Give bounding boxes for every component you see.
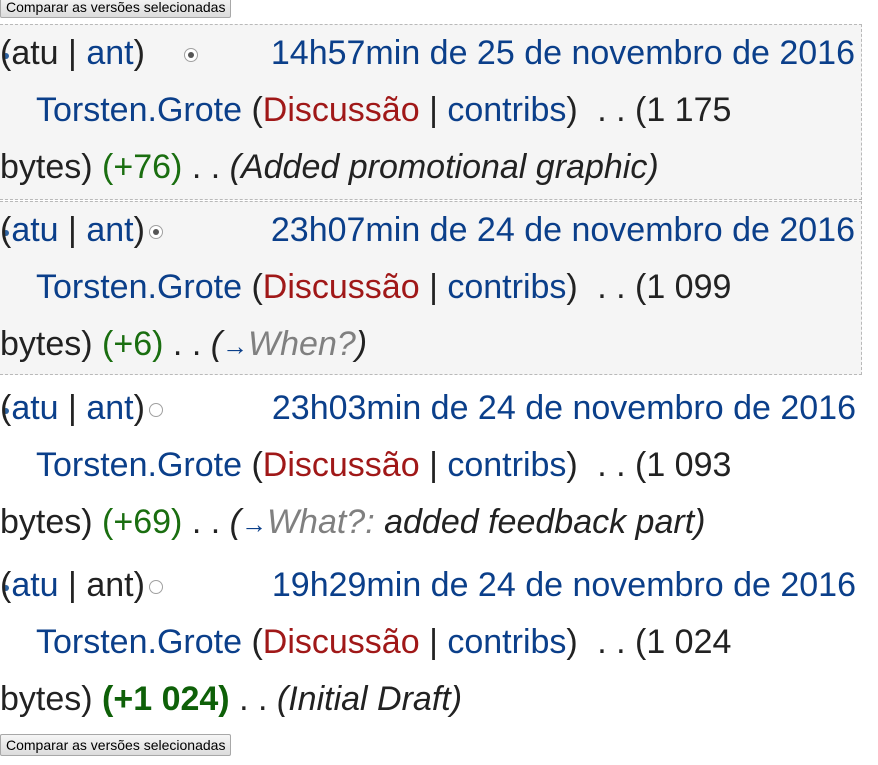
edit-summary: (Added promotional graphic) [229, 148, 659, 186]
ant-link[interactable]: ant [86, 211, 134, 249]
revision-radio-diff[interactable] [148, 403, 163, 418]
list-bullet [3, 230, 9, 236]
list-bullet [3, 53, 9, 59]
revision-size: (1 093 [635, 446, 732, 484]
revision-size: (1 175 [635, 91, 732, 129]
revision-date-link[interactable]: 23h03min de 24 de novembro de 2016 [271, 389, 856, 427]
user-contribs-link[interactable]: contribs [447, 446, 567, 484]
size-diff: (+1 024) [102, 680, 230, 718]
section-arrow-link[interactable]: → [240, 509, 267, 539]
ant-text: ant [86, 566, 134, 604]
revision-row-2: (atu | ant) 23h07min de 24 de novembro d… [0, 201, 862, 375]
revision-radio-diff[interactable] [148, 580, 163, 595]
user-contribs-link[interactable]: contribs [447, 91, 567, 129]
size-diff: (+76) [102, 148, 183, 186]
revision-size: (1 099 [635, 268, 732, 306]
revision-radio-diff[interactable] [148, 225, 163, 240]
atu-link[interactable]: atu [11, 389, 59, 427]
revision-radio-oldid[interactable] [184, 48, 199, 63]
revision-date-link[interactable]: 23h07min de 24 de novembro de 2016 [270, 211, 855, 249]
revision-size: (1 024 [635, 623, 732, 661]
list-bullet [3, 408, 9, 414]
edit-summary: (Initial Draft) [276, 680, 463, 718]
user-link[interactable]: Torsten.Grote [36, 268, 242, 306]
ant-link[interactable]: ant [86, 34, 134, 72]
section-name: When? [248, 325, 356, 363]
user-talk-link[interactable]: Discussão [262, 446, 420, 484]
size-diff: (+6) [102, 325, 164, 363]
edit-summary: (→What?: added feedback part) [229, 503, 706, 541]
revision-row-1: (atu | ant) 14h57min de 25 de novembro d… [0, 24, 862, 200]
user-link[interactable]: Torsten.Grote [36, 623, 242, 661]
user-talk-link[interactable]: Discussão [262, 91, 420, 129]
user-link[interactable]: Torsten.Grote [36, 446, 242, 484]
revision-date-link[interactable]: 19h29min de 24 de novembro de 2016 [271, 566, 856, 604]
atu-text: atu [11, 34, 59, 72]
compare-versions-button-bottom[interactable]: Comparar as versões selecionadas [0, 734, 232, 756]
user-contribs-link[interactable]: contribs [447, 623, 567, 661]
revision-row-3: (atu | ant) 23h03min de 24 de novembro d… [0, 380, 862, 552]
atu-link[interactable]: atu [11, 211, 59, 249]
ant-link[interactable]: ant [86, 389, 134, 427]
user-link[interactable]: Torsten.Grote [36, 91, 242, 129]
revision-date-link[interactable]: 14h57min de 25 de novembro de 2016 [270, 34, 855, 72]
section-arrow-link[interactable]: → [222, 331, 249, 361]
atu-link[interactable]: atu [11, 566, 59, 604]
edit-summary: (→When?) [210, 325, 368, 363]
compare-versions-button-top[interactable]: Comparar as versões selecionadas [0, 0, 232, 18]
size-diff: (+69) [102, 503, 183, 541]
section-name: What?: [266, 503, 375, 541]
user-talk-link[interactable]: Discussão [262, 623, 420, 661]
revision-row-4: (atu | ant) 19h29min de 24 de novembro d… [0, 557, 862, 729]
user-contribs-link[interactable]: contribs [447, 268, 567, 306]
list-bullet [3, 585, 9, 591]
user-talk-link[interactable]: Discussão [262, 268, 420, 306]
